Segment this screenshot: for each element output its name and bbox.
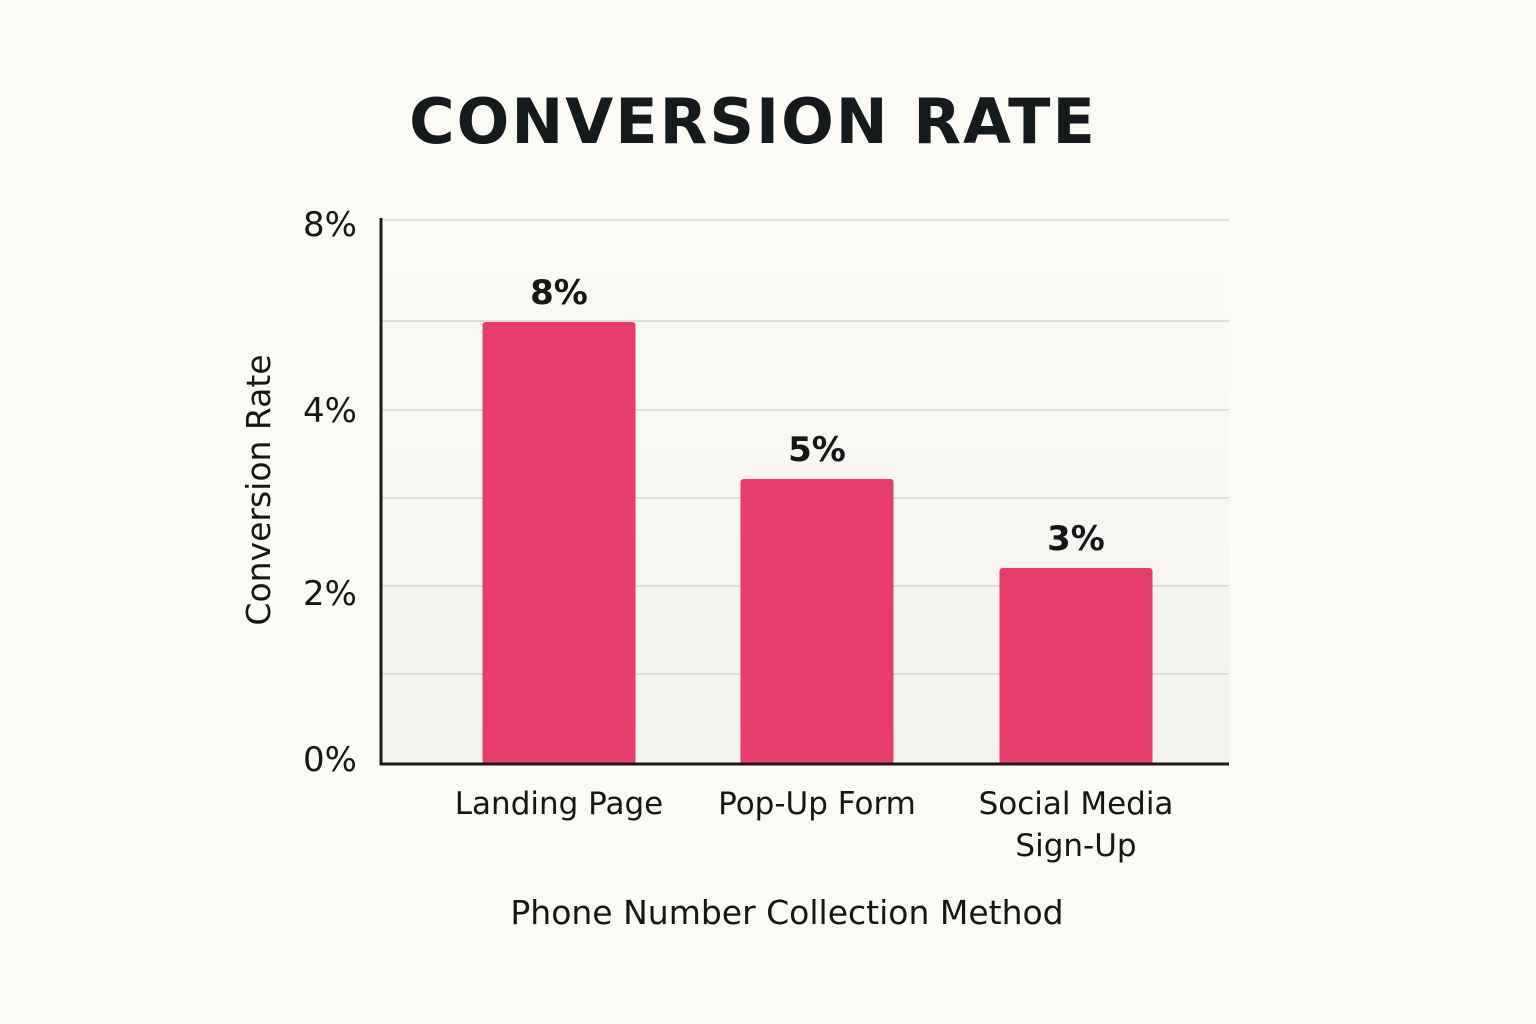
bar — [482, 322, 636, 764]
data-labels: 8% 5% 3% — [530, 273, 1105, 559]
x-tick-label: Pop-Up Form — [718, 786, 916, 822]
axes — [379, 218, 1229, 766]
x-tick-labels: Landing Page Pop-Up Form Social Media Sign-… — [455, 786, 1174, 864]
data-label: 5% — [788, 430, 846, 470]
data-label: 3% — [1047, 519, 1105, 559]
data-label: 8% — [530, 273, 588, 313]
y-tick-labels: 0% 2% 4% 8% — [303, 205, 357, 780]
bars — [482, 322, 1153, 764]
y-tick-label: 4% — [303, 391, 357, 431]
bar — [740, 479, 894, 764]
y-tick-label: 0% — [303, 740, 357, 780]
x-axis-title: Phone Number Collection Method — [510, 893, 1063, 932]
y-axis-title: Conversion Rate — [239, 354, 278, 625]
chart-title: CONVERSION RATE — [409, 85, 1097, 158]
x-tick-label: Social Media Sign-Up — [979, 786, 1174, 864]
x-tick-label: Landing Page — [455, 786, 663, 822]
y-tick-label: 2% — [303, 574, 357, 614]
y-tick-label: 8% — [303, 205, 357, 245]
bar — [999, 568, 1153, 764]
